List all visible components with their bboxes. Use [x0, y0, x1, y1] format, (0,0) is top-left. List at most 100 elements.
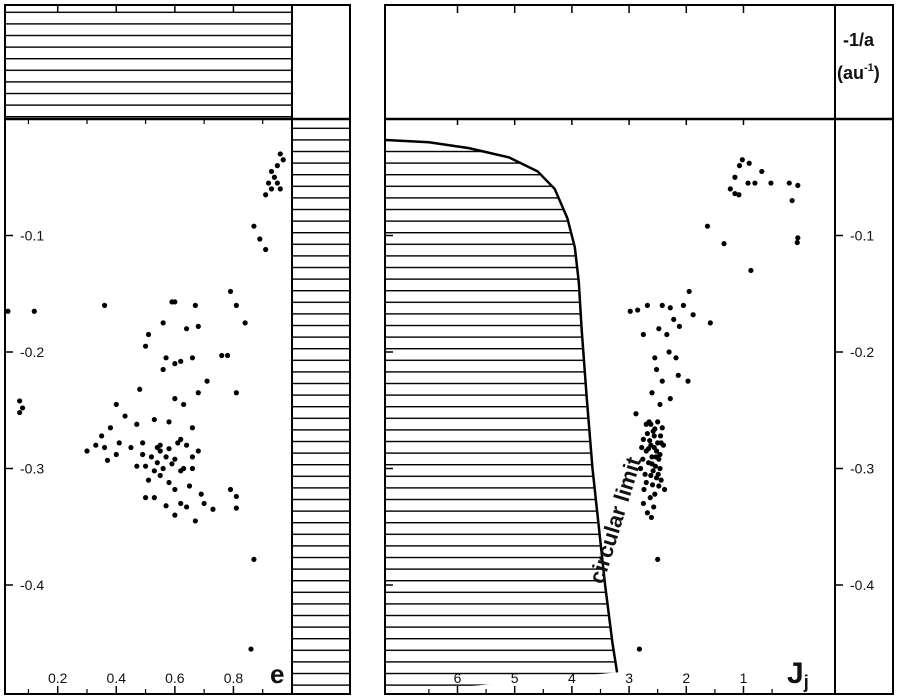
right-data-point: [686, 288, 692, 295]
right-y-tick-label: -0.1: [850, 228, 874, 244]
left-x-tick-label: 0.8: [224, 670, 244, 686]
left-data-point: [134, 421, 140, 427]
left-data-point: [19, 405, 26, 411]
left-y-tick-label: -0.4: [20, 577, 44, 593]
right-y-tick-label: -0.2: [850, 344, 874, 360]
left-data-point: [195, 390, 201, 396]
left-data-point: [17, 398, 23, 404]
left-data-point: [169, 299, 175, 305]
left-data-point: [233, 302, 239, 308]
left-data-point: [263, 192, 269, 198]
left-data-point: [145, 477, 152, 483]
left-data-point: [172, 456, 178, 462]
right-data-point: [667, 305, 673, 311]
left-data-point: [122, 413, 128, 419]
right-data-point: [640, 456, 646, 462]
right-panel: 6 5 4 3 2 1-0.1-0.2-0.3-0.4 circular limit Jj…: [384, 4, 894, 695]
right-ticks: [385, 5, 843, 694]
left-data-point: [101, 302, 108, 308]
left-data-point: [172, 396, 178, 402]
right-x-axis-label: Jj: [787, 657, 809, 692]
right-data-point: [655, 440, 661, 446]
left-data-point: [189, 454, 196, 460]
right-data-point: [653, 366, 660, 373]
right-data-point: [640, 500, 646, 507]
left-data-point: [175, 440, 181, 446]
right-data-point: [666, 349, 672, 355]
left-data-point: [17, 409, 23, 416]
left-data-point: [227, 288, 234, 295]
left-y-tick-label: -0.3: [20, 461, 44, 477]
right-y-axis-unit: (au-1): [837, 62, 880, 83]
right-data-point: [633, 411, 639, 417]
left-data-point: [172, 512, 178, 518]
right-x-tick-label: 6: [454, 670, 462, 686]
right-data-point: [655, 556, 661, 562]
right-data-point: [656, 483, 662, 489]
left-data-point: [277, 186, 283, 192]
right-data-point: [641, 486, 647, 493]
left-data-point: [142, 495, 149, 501]
right-y-axis-label: -1/a: [843, 30, 875, 50]
right-data-point: [667, 396, 673, 402]
left-data-point: [140, 440, 146, 446]
right-panel-frame: [384, 4, 894, 695]
left-data-point: [183, 442, 190, 448]
left-data-point: [178, 468, 184, 474]
left-y-tick-label: -0.1: [20, 228, 44, 244]
left-data-point: [163, 355, 169, 361]
right-data-point: [637, 465, 644, 472]
right-data-point: [789, 197, 795, 204]
right-data-point: [795, 182, 801, 189]
left-data-point: [113, 401, 119, 408]
left-data-point: [172, 486, 178, 493]
right-data-point: [652, 491, 658, 497]
right-data-point: [653, 454, 659, 460]
right-data-point: [657, 401, 663, 408]
left-data-point: [5, 308, 11, 314]
left-top-hatched-band: [5, 5, 292, 119]
right-data-point: [707, 320, 713, 326]
right-data-point: [745, 180, 751, 186]
left-data-point: [233, 493, 239, 500]
right-data-point: [661, 486, 668, 493]
right-data-point: [676, 323, 683, 329]
left-data-point: [137, 386, 143, 392]
right-tick-labels: 6 5 4 3 2 1 -0.1 -0.2 -0.3 -0.4: [454, 228, 875, 687]
right-data-point: [627, 308, 633, 314]
right-data-point: [650, 468, 656, 474]
left-data-point: [157, 448, 163, 454]
right-data-point: [736, 163, 743, 169]
left-data-point: [227, 486, 234, 493]
left-data-point: [160, 465, 166, 472]
left-data-point: [257, 236, 263, 242]
right-data-point: [640, 436, 646, 442]
right-data-point: [675, 372, 681, 378]
right-data-point: [636, 646, 642, 652]
left-data-point: [99, 433, 105, 439]
left-data-point: [183, 326, 190, 332]
left-data-point: [195, 448, 201, 454]
right-x-tick-label: 2: [682, 670, 690, 686]
left-data-point: [189, 465, 196, 472]
left-data-point: [192, 518, 198, 524]
right-data-point: [657, 451, 663, 458]
left-data-point: [104, 457, 111, 463]
right-data-point: [655, 471, 661, 477]
right-data-point: [673, 355, 679, 361]
right-data-point: [653, 448, 660, 454]
left-data-point: [271, 174, 278, 180]
left-data-point: [181, 401, 187, 408]
right-data-point: [649, 482, 656, 488]
right-data-point: [643, 479, 649, 486]
right-data-point: [652, 426, 658, 432]
right-data-point: [657, 433, 664, 439]
right-data-point: [768, 180, 774, 186]
right-data-point: [752, 180, 758, 186]
left-tick-labels: 0.2 0.4 0.6 0.8 -0.1 -0.2 -0.3 -0.4: [20, 228, 243, 687]
right-x-tick-label: 5: [511, 670, 519, 686]
left-data-point: [210, 506, 216, 512]
right-data-point: [660, 442, 667, 448]
left-data-point: [116, 440, 122, 446]
left-data-point: [186, 483, 193, 489]
